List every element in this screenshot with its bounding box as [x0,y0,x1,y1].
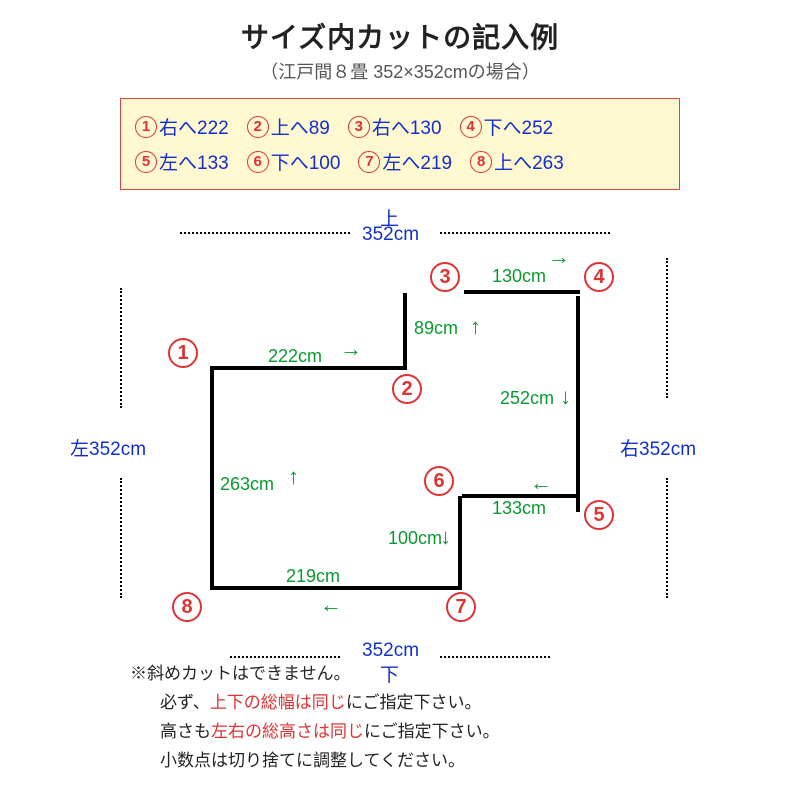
arrow-left-icon: ← [530,470,552,496]
node-1: 1 [168,338,198,368]
arrow-right-icon: → [340,336,362,362]
legend-text: 右へ222 [159,113,229,140]
top-dotted-left [180,232,350,234]
arrow-down-icon: ↓ [440,524,451,550]
circle-number-icon: 1 [135,116,157,138]
legend-text: 右へ130 [372,113,442,140]
title-block: サイズ内カットの記入例 （江戸間８畳 352×352cmの場合） [0,0,800,84]
legend-row-1: 1右へ222 2上へ89 3右へ130 4下へ252 [135,109,665,144]
left-dotted-top [120,288,122,408]
note-em: 左右の総高さは同じ [211,722,364,741]
page-subtitle: （江戸間８畳 352×352cmの場合） [0,58,800,84]
dim-2-3: 89cm [414,318,458,339]
node-8: 8 [172,592,202,622]
dim-8-1: 263cm [220,474,274,495]
top-dotted-right [440,232,610,234]
legend-item: 2上へ89 [247,113,330,140]
legend-box: 1右へ222 2上へ89 3右へ130 4下へ252 5左へ133 6下へ100… [120,98,680,190]
right-text: 右352cm [620,434,696,461]
note-line-3: 高さも左右の総高さは同じにご指定下さい。 [130,718,500,747]
legend-text: 上へ89 [271,113,330,140]
bottom-dotted-right [440,656,550,658]
legend-item: 1右へ222 [135,113,229,140]
circle-number-icon: 5 [135,151,157,173]
dim-4-5: 252cm [500,388,554,409]
legend-text: 左へ133 [159,148,229,175]
notes-block: ※斜めカットはできません。 必ず、上下の総幅は同じにご指定下さい。 高さも左右の… [130,660,500,776]
note-em: 上下の総幅は同じ [210,693,346,712]
note-text: にご指定下さい。 [346,693,482,712]
legend-item: 7左へ219 [358,148,452,175]
right-dotted-bottom [666,478,668,598]
segment-2-3 [403,293,407,370]
arrow-up-icon: ↑ [288,464,299,490]
legend-text: 左へ219 [382,148,452,175]
left-dotted-bottom [120,478,122,598]
legend-item: 5左へ133 [135,148,229,175]
circle-number-icon: 6 [247,151,269,173]
legend-row-2: 5左へ133 6下へ100 7左へ219 8上へ263 [135,144,665,179]
node-4: 4 [584,262,614,292]
note-line-2: 必ず、上下の総幅は同じにご指定下さい。 [130,689,500,718]
legend-text: 下へ100 [271,148,341,175]
arrow-right-icon: → [548,244,570,270]
diagram-area: 上 352cm 352cm 下 左352cm 右352cm 1 2 3 4 5 … [0,198,800,678]
note-text: 高さも [160,722,211,741]
segment-8-1 [210,370,214,590]
bottom-dotted-left [230,656,340,658]
page-title: サイズ内カットの記入例 [0,16,800,56]
circle-number-icon: 8 [470,151,492,173]
legend-item: 3右へ130 [348,113,442,140]
right-dotted-top [666,258,668,398]
dim-6-7: 100cm [388,528,442,549]
top-dim: 352cm [362,224,419,246]
circle-number-icon: 7 [358,151,380,173]
note-line-4: 小数点は切り捨てに調整してください。 [130,747,500,776]
note-line-1: ※斜めカットはできません。 [130,660,500,689]
bottom-dim: 352cm [362,640,419,662]
circle-number-icon: 4 [460,116,482,138]
circle-number-icon: 2 [247,116,269,138]
dim-7-8: 219cm [286,566,340,587]
node-3: 3 [430,262,460,292]
arrow-up-icon: ↑ [470,314,481,340]
legend-item: 4下へ252 [460,113,554,140]
note-text: にご指定下さい。 [364,722,500,741]
left-text: 左352cm [70,434,146,461]
segment-3-4 [464,290,580,294]
legend-text: 下へ252 [484,113,554,140]
arrow-left-icon: ← [320,592,342,618]
node-2: 2 [392,374,422,404]
node-5: 5 [584,500,614,530]
node-7: 7 [446,592,476,622]
segment-4-5 [576,296,580,512]
dim-3-4: 130cm [492,266,546,287]
note-text: 必ず、 [160,693,210,712]
circle-number-icon: 3 [348,116,370,138]
legend-item: 6下へ100 [247,148,341,175]
dim-1-2: 222cm [268,346,322,367]
arrow-down-icon: ↓ [560,384,571,410]
legend-item: 8上へ263 [470,148,564,175]
segment-6-7 [458,496,462,586]
node-6: 6 [424,466,454,496]
legend-text: 上へ263 [494,148,564,175]
dim-5-6: 133cm [492,498,546,519]
